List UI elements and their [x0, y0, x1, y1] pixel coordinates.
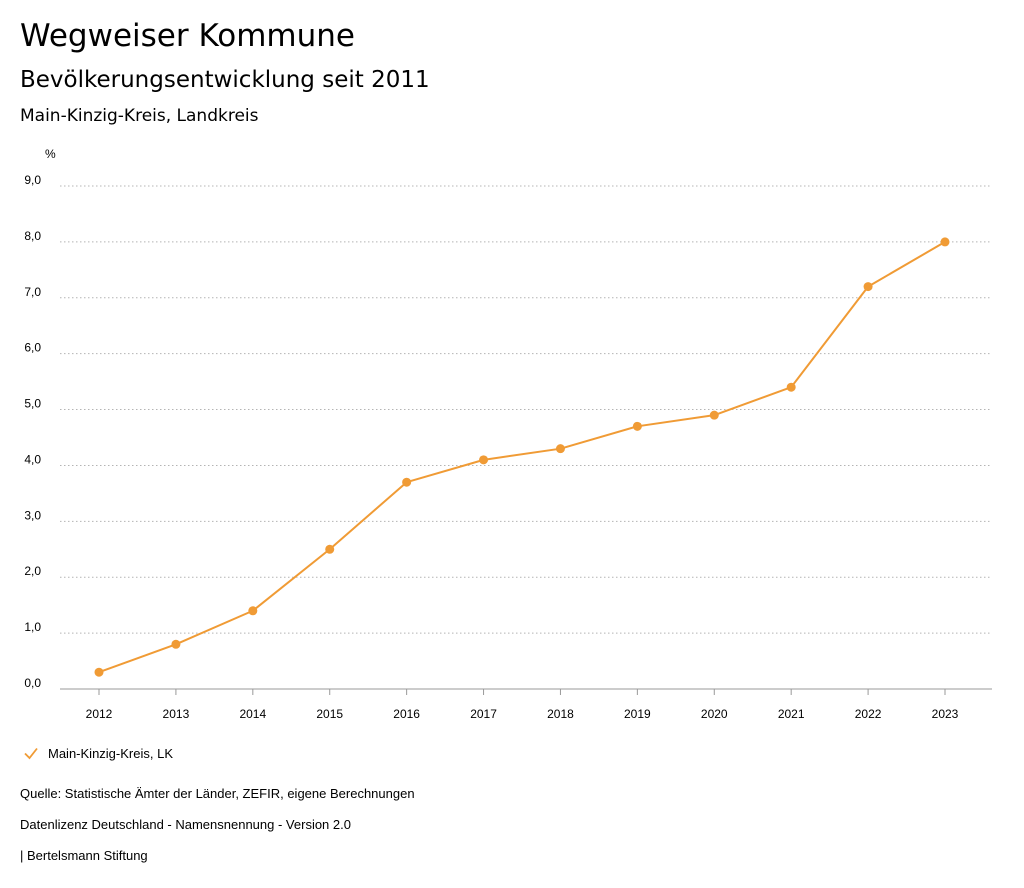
y-tick-label: 1,0	[24, 620, 41, 634]
data-point[interactable]	[402, 477, 412, 487]
y-axis-unit-label: %	[45, 147, 56, 161]
chart-subtitle: Bevölkerungsentwicklung seit 2011	[20, 67, 430, 93]
series-line	[98, 241, 946, 674]
line-chart: % 0,0 1,0 2,0 3,0 4,0 5,0 6,0 7,0 8,0 9,0 2012 201…	[24, 147, 992, 721]
y-tick-label: 3,0	[24, 508, 41, 522]
x-tick-label: 2022	[855, 707, 882, 721]
x-tick-label: 2017	[470, 707, 497, 721]
x-tick-label: 2019	[624, 707, 651, 721]
y-tick-label: 0,0	[24, 676, 41, 690]
y-tick-label: 6,0	[24, 341, 41, 355]
x-tick-label: 2021	[778, 707, 805, 721]
y-tick-label: 4,0	[24, 452, 41, 466]
x-tick-label: 2015	[316, 707, 343, 721]
x-tick-label: 2016	[393, 707, 420, 721]
data-point[interactable]	[863, 282, 873, 292]
y-tick-label: 7,0	[24, 285, 41, 299]
x-tick-label: 2018	[547, 707, 574, 721]
y-tick-label: 5,0	[24, 397, 41, 411]
license-note: Datenlizenz Deutschland - Namensnennung …	[20, 817, 351, 832]
data-point[interactable]	[171, 639, 181, 649]
x-tick-label: 2013	[163, 707, 190, 721]
data-point[interactable]	[479, 455, 489, 465]
data-point[interactable]	[94, 667, 104, 677]
x-tick-label: 2012	[86, 707, 113, 721]
check-icon	[24, 747, 38, 760]
legend-item-main-kinzig[interactable]: Main-Kinzig-Kreis, LK	[22, 744, 173, 762]
data-point[interactable]	[555, 444, 565, 454]
x-tick-label: 2023	[932, 707, 959, 721]
data-point[interactable]	[786, 382, 796, 392]
y-tick-label: 8,0	[24, 229, 41, 243]
y-tick-label: 2,0	[24, 564, 41, 578]
x-tick-label: 2014	[239, 707, 266, 721]
data-point[interactable]	[709, 410, 719, 420]
chart-title: Wegweiser Kommune	[20, 18, 355, 54]
source-note: Quelle: Statistische Ämter der Länder, Z…	[20, 786, 415, 801]
data-point[interactable]	[325, 544, 335, 554]
credit-note: | Bertelsmann Stiftung	[20, 848, 148, 863]
x-tick-label: 2020	[701, 707, 728, 721]
data-point[interactable]	[248, 606, 258, 616]
legend-label: Main-Kinzig-Kreis, LK	[48, 745, 173, 761]
data-point[interactable]	[940, 237, 950, 247]
region-label: Main-Kinzig-Kreis, Landkreis	[20, 106, 259, 126]
y-tick-label: 9,0	[24, 173, 41, 187]
data-point[interactable]	[632, 421, 642, 431]
